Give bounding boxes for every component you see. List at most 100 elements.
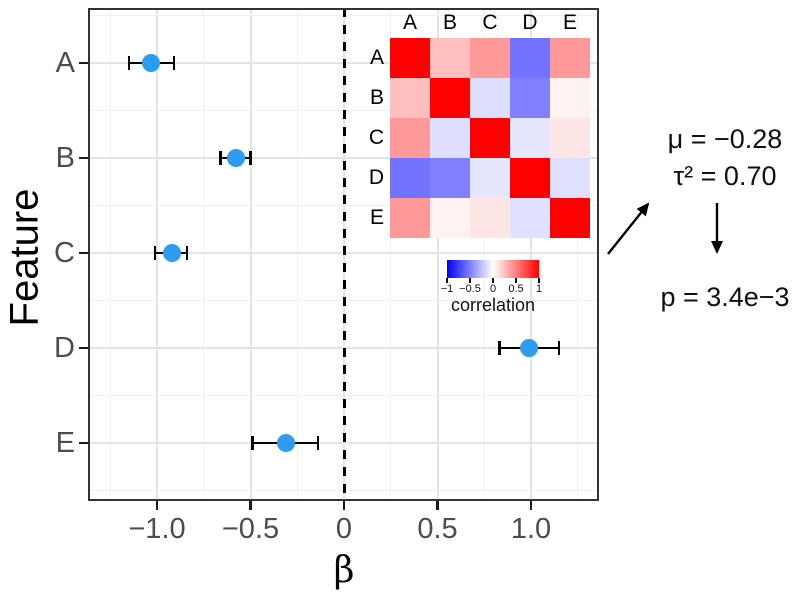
data-point — [142, 54, 161, 72]
gridline-vertical — [203, 8, 205, 501]
data-point — [520, 339, 539, 357]
gridline-vertical — [436, 8, 439, 501]
heatmap-cell — [510, 38, 550, 78]
x-axis-tick — [436, 501, 439, 510]
heatmap-cell — [550, 38, 590, 78]
colorbar-tick-label: −1 — [440, 283, 454, 295]
data-point — [226, 149, 245, 167]
gridline-vertical — [530, 8, 532, 501]
x-axis-tick — [155, 501, 159, 510]
heatmap-cell — [430, 158, 470, 198]
heatmap-cell — [430, 38, 470, 78]
heatmap-cell — [470, 78, 510, 118]
x-tick-label: −1.0 — [128, 513, 186, 545]
y-axis-tick — [79, 441, 88, 445]
heatmap-cell — [510, 158, 550, 198]
heatmap-row-label: D — [368, 166, 384, 189]
heatmap-col-label: D — [522, 11, 538, 34]
annotation-p-value: p = 3.4e−3 — [660, 282, 790, 312]
heatmap-row-label: B — [369, 86, 384, 109]
colorbar-tick — [446, 278, 448, 283]
heatmap-cell — [510, 198, 550, 238]
heatmap-cell — [510, 118, 550, 158]
error-bar-cap-left — [497, 341, 501, 355]
y-axis-tick — [79, 346, 88, 350]
heatmap-cell — [470, 158, 510, 198]
heatmap-cell — [430, 198, 470, 238]
heatmap-cell — [470, 198, 510, 238]
x-axis-tick — [342, 501, 346, 510]
error-bar-cap-left — [219, 151, 222, 165]
heatmap-cell — [390, 38, 430, 78]
zero-reference-line — [342, 8, 346, 501]
gridline-vertical — [390, 8, 392, 501]
colorbar-tick-label: 0.5 — [508, 283, 524, 295]
heatmap-cell — [430, 118, 470, 158]
x-tick-label: 0.5 — [417, 513, 458, 545]
y-axis-tick — [79, 156, 88, 160]
error-bar-cap-right — [316, 436, 320, 450]
heatmap-col-label: B — [442, 11, 457, 34]
colorbar-tick-label: 0 — [489, 283, 497, 295]
heatmap-cell — [390, 198, 430, 238]
heatmap-cell — [550, 198, 590, 238]
error-bar-cap-left — [251, 436, 254, 450]
heatmap-row-label: E — [369, 206, 384, 229]
heatmap-col-label: A — [402, 11, 417, 34]
heatmap-cell — [470, 118, 510, 158]
x-axis-title: β — [333, 550, 355, 591]
data-point — [162, 244, 181, 262]
x-axis-tick — [529, 501, 533, 510]
plot-panel: correlation A A B B C C D D E E −1 −0.5 0 0.5 1 — [88, 8, 599, 501]
heatmap-row-label: A — [369, 46, 384, 69]
y-axis-tick — [79, 251, 88, 255]
heatmap-cell — [510, 78, 550, 118]
annotation-mu: μ = −0.28 — [667, 124, 783, 154]
x-tick-label: 1.0 — [510, 513, 552, 545]
heatmap-cell — [390, 158, 430, 198]
error-bar-cap-left — [153, 246, 157, 260]
annotation-tau-squared: τ² = 0.70 — [673, 161, 777, 191]
y-tick-label: B — [55, 142, 75, 174]
colorbar-tick — [538, 278, 540, 283]
gridline-vertical — [483, 8, 485, 501]
heatmap-cell — [470, 38, 510, 78]
heatmap-cell — [550, 158, 590, 198]
error-bar-cap-right — [172, 56, 176, 70]
error-bar-cap-left — [127, 56, 131, 70]
colorbar-gradient — [447, 260, 539, 278]
arrow-down-icon — [711, 203, 723, 254]
gridline-vertical — [156, 8, 158, 501]
y-axis-tick — [79, 61, 88, 65]
colorbar-tick — [492, 278, 494, 283]
heatmap-row-label: C — [368, 126, 384, 149]
heatmap-cell — [390, 78, 430, 118]
data-point — [277, 434, 296, 452]
heatmap-cell — [550, 118, 590, 158]
colorbar-tick — [469, 278, 471, 283]
y-tick-label: D — [54, 332, 75, 364]
x-tick-label: −0.5 — [221, 513, 280, 545]
x-axis-tick — [249, 501, 252, 510]
y-tick-label: E — [55, 427, 75, 459]
y-tick-label: A — [55, 47, 75, 79]
heatmap-cell — [550, 78, 590, 118]
gridline-vertical — [577, 8, 579, 501]
colorbar-tick-label: −0.5 — [459, 283, 481, 295]
gridline-vertical — [109, 8, 111, 501]
heatmap-col-label: E — [562, 11, 577, 34]
colorbar-tick — [515, 278, 517, 283]
colorbar-tick-label: 1 — [535, 283, 543, 295]
arrow-up-right-icon — [607, 202, 650, 255]
error-bar-cap-right — [185, 246, 189, 260]
gridline-vertical — [296, 8, 298, 501]
error-bar-cap-right — [557, 341, 561, 355]
x-tick-label: 0 — [335, 513, 353, 545]
error-bar-cap-right — [249, 151, 252, 165]
heatmap-cell — [430, 78, 470, 118]
heatmap-col-label: C — [482, 11, 498, 34]
gridline-vertical — [249, 8, 252, 501]
colorbar-title: correlation — [450, 295, 536, 315]
y-tick-label: C — [54, 237, 75, 269]
